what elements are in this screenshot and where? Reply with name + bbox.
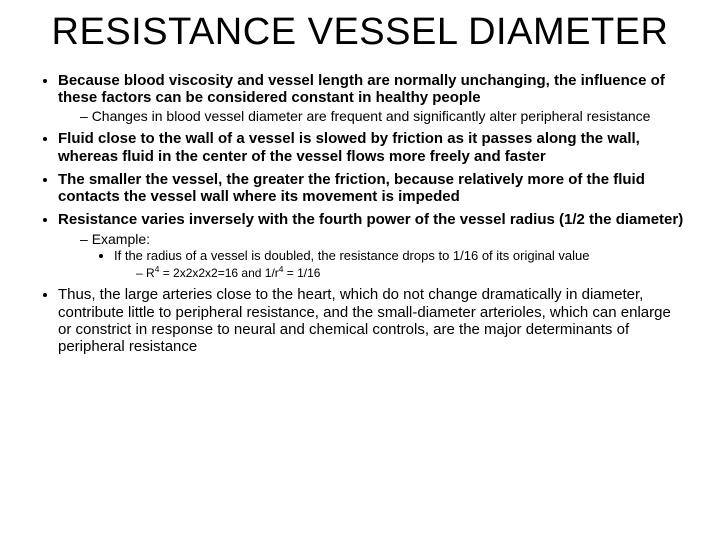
bullet-4-text: Resistance varies inversely with the fou… xyxy=(58,211,683,228)
bullet-4-sub-1a-i: R4 = 2x2x2x2=16 and 1/r4 = 1/16 xyxy=(136,265,684,281)
bullet-3: The smaller the vessel, the greater the … xyxy=(58,171,684,206)
bullet-2-text: Fluid close to the wall of a vessel is s… xyxy=(58,130,640,164)
slide: RESISTANCE VESSEL DIAMETER Because blood… xyxy=(0,0,720,540)
slide-title: RESISTANCE VESSEL DIAMETER xyxy=(36,12,684,54)
bullet-4-sub-1: Example: If the radius of a vessel is do… xyxy=(80,231,684,281)
bullet-4-sublist: Example: If the radius of a vessel is do… xyxy=(58,231,684,281)
bullet-4-sub-1a-list: R4 = 2x2x2x2=16 and 1/r4 = 1/16 xyxy=(114,265,684,281)
bullet-1-sub-1-text: Changes in blood vessel diameter are fre… xyxy=(92,108,651,124)
bullet-1: Because blood viscosity and vessel lengt… xyxy=(58,72,684,125)
bullet-1-sublist: Changes in blood vessel diameter are fre… xyxy=(58,108,684,124)
bullet-list: Because blood viscosity and vessel lengt… xyxy=(36,72,684,356)
bullet-5-text: Thus, the large arteries close to the he… xyxy=(58,286,671,355)
bullet-4-sub-1-list: If the radius of a vessel is doubled, th… xyxy=(80,249,684,281)
bullet-4-sub-1-text: Example: xyxy=(92,231,150,247)
bullet-2: Fluid close to the wall of a vessel is s… xyxy=(58,130,684,165)
bullet-4: Resistance varies inversely with the fou… xyxy=(58,211,684,280)
bullet-1-text: Because blood viscosity and vessel lengt… xyxy=(58,72,665,106)
bullet-1-sub-1: Changes in blood vessel diameter are fre… xyxy=(80,108,684,124)
formula-text: R4 = 2x2x2x2=16 and 1/r4 = 1/16 xyxy=(146,266,320,280)
bullet-4-sub-1a: If the radius of a vessel is doubled, th… xyxy=(114,249,684,281)
bullet-3-text: The smaller the vessel, the greater the … xyxy=(58,171,645,205)
bullet-5: Thus, the large arteries close to the he… xyxy=(58,286,684,355)
bullet-4-sub-1a-text: If the radius of a vessel is doubled, th… xyxy=(114,248,590,263)
